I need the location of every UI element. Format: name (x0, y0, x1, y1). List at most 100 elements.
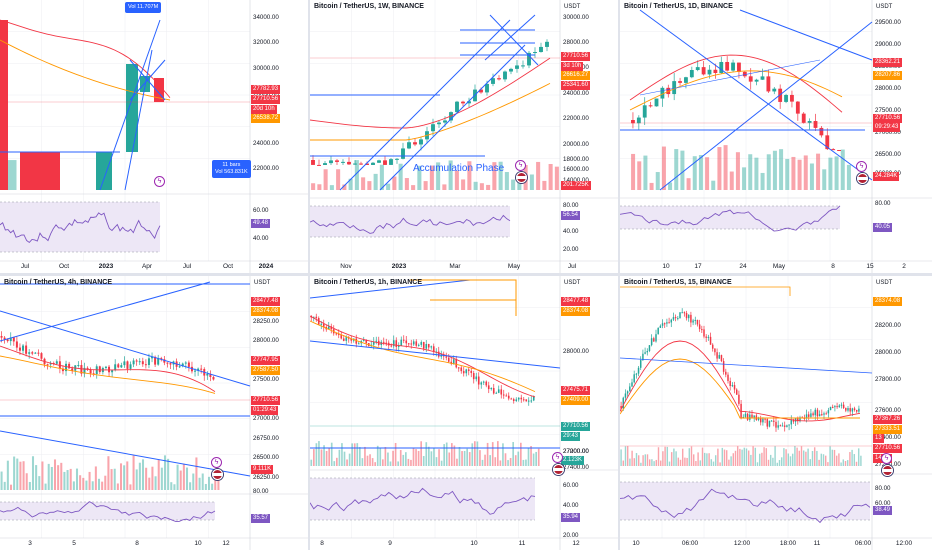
rsi-line[interactable] (620, 205, 841, 232)
trend-line[interactable] (0, 281, 211, 342)
volume-bar (732, 453, 735, 466)
rsi-line[interactable] (310, 487, 536, 515)
trend-line[interactable] (310, 340, 561, 369)
rsi-line[interactable] (0, 501, 216, 522)
volume-bar (466, 448, 468, 466)
volume-bar (723, 145, 728, 190)
volume-bar (170, 482, 173, 490)
volume-bar (151, 466, 154, 490)
trend-line[interactable] (639, 9, 873, 181)
lightning-icon[interactable]: ϟ (881, 453, 892, 464)
lightning-icon[interactable]: ϟ (552, 452, 563, 463)
trend-line[interactable] (0, 430, 251, 477)
moving-average-red[interactable] (310, 315, 536, 398)
candle-body (714, 348, 716, 353)
rsi-line[interactable] (0, 212, 161, 244)
resistance-level[interactable] (620, 286, 791, 296)
candle-body (68, 363, 71, 369)
candle-body (713, 69, 718, 73)
us-flag-icon[interactable] (516, 172, 527, 183)
trend-line[interactable] (620, 357, 873, 374)
us-flag-icon[interactable] (857, 173, 868, 184)
moving-average-orange[interactable] (629, 70, 843, 111)
volume-bar (35, 465, 38, 490)
chart-pane-1w[interactable]: Bitcoin / TetherUS, 1W, BINANCE USDT 30000… (310, 0, 618, 273)
moving-average-orange[interactable] (0, 39, 171, 101)
time-axis-label: 12 (572, 540, 580, 547)
trend-line[interactable] (129, 59, 166, 101)
us-flag-icon[interactable] (553, 464, 564, 475)
volume-bar (445, 442, 448, 466)
trend-line[interactable] (99, 19, 161, 191)
volume-bar (754, 157, 759, 190)
candle-body (827, 410, 830, 414)
chart-pane-4h[interactable]: Bitcoin / TetherUS, 4h, BINANCE USDT 28250… (0, 276, 308, 550)
volume-bar (637, 161, 642, 190)
volume-bar (157, 459, 160, 490)
candle-body (512, 399, 515, 402)
trend-line[interactable] (739, 9, 873, 61)
volume-bar (448, 452, 451, 466)
candle-body (838, 405, 841, 408)
trend-line[interactable] (124, 49, 153, 191)
moving-average-red[interactable] (620, 340, 861, 422)
measure-note[interactable]: 11 bars Vol 563.831K (212, 160, 251, 178)
moving-average-orange[interactable] (0, 355, 216, 394)
chart-canvas[interactable] (0, 276, 308, 550)
us-flag-icon[interactable] (212, 469, 223, 480)
lightning-icon[interactable]: ϟ (515, 160, 526, 171)
volume-bar (670, 452, 673, 466)
chart-pane-1h[interactable]: Bitcoin / TetherUS, 1h, BINANCEUSDT28200… (310, 276, 618, 550)
rsi-line[interactable] (620, 488, 871, 524)
volume-bar (473, 181, 478, 190)
chart-pane-15m[interactable]: Bitcoin / TetherUS, 15, BINANCE USDT 28200… (620, 276, 932, 550)
volume-bar (750, 454, 752, 466)
moving-average-red[interactable] (629, 54, 843, 113)
trend-line[interactable] (659, 21, 873, 191)
candle-body (492, 387, 495, 394)
price-tag: 27747.95 (251, 356, 281, 365)
chart-canvas[interactable] (310, 276, 618, 550)
candle-body (89, 369, 92, 374)
volume-bar (752, 446, 754, 466)
trend-line[interactable] (484, 14, 536, 61)
resistance-box[interactable] (410, 279, 517, 316)
rsi-line[interactable] (310, 214, 511, 234)
chart-canvas[interactable] (620, 0, 932, 273)
volume-bar (94, 466, 97, 490)
moving-average-red[interactable] (0, 345, 216, 392)
volume-bar (382, 459, 384, 466)
chart-pane-1d[interactable]: Bitcoin / TetherUS, 1D, BINANCE USDT 29500… (620, 0, 932, 273)
lightning-icon[interactable]: ϟ (211, 457, 222, 468)
channel-line[interactable] (339, 19, 511, 191)
lightning-icon[interactable]: ϟ (154, 176, 165, 187)
annotation-label[interactable]: Accumulation Phase (413, 163, 505, 174)
chart-canvas[interactable] (310, 0, 618, 273)
moving-average-red[interactable] (0, 19, 171, 99)
price-axis-label: 24000.00 (253, 140, 279, 147)
candle-body (25, 345, 28, 354)
trend-line[interactable] (489, 14, 539, 66)
moving-average-red[interactable] (310, 57, 551, 129)
measure-note[interactable]: Vol 11.707M (125, 2, 162, 13)
chart-pane-1m[interactable]: 34000.0032000.0030000.0028000.0026000.00… (0, 0, 308, 273)
us-flag-icon[interactable] (882, 465, 893, 476)
candle-body (801, 113, 806, 123)
horizontal-divider[interactable] (0, 273, 932, 276)
trend-line[interactable] (0, 310, 251, 387)
chart-canvas[interactable] (620, 276, 932, 550)
trend-line[interactable] (310, 279, 471, 299)
volume-bar (640, 462, 642, 466)
lightning-icon[interactable]: ϟ (856, 161, 867, 172)
moving-average-orange[interactable] (620, 358, 860, 419)
candle-body (777, 425, 779, 428)
price-tag: 28362.21 (873, 58, 903, 67)
channel-line[interactable] (379, 44, 526, 191)
chart-canvas[interactable] (0, 0, 308, 273)
price-unit: USDT (876, 280, 893, 286)
volume-bar (517, 451, 520, 466)
candle-body (733, 385, 736, 390)
moving-average-orange[interactable] (310, 82, 551, 141)
trend-line[interactable] (639, 59, 821, 96)
moving-average-orange[interactable] (310, 320, 536, 393)
